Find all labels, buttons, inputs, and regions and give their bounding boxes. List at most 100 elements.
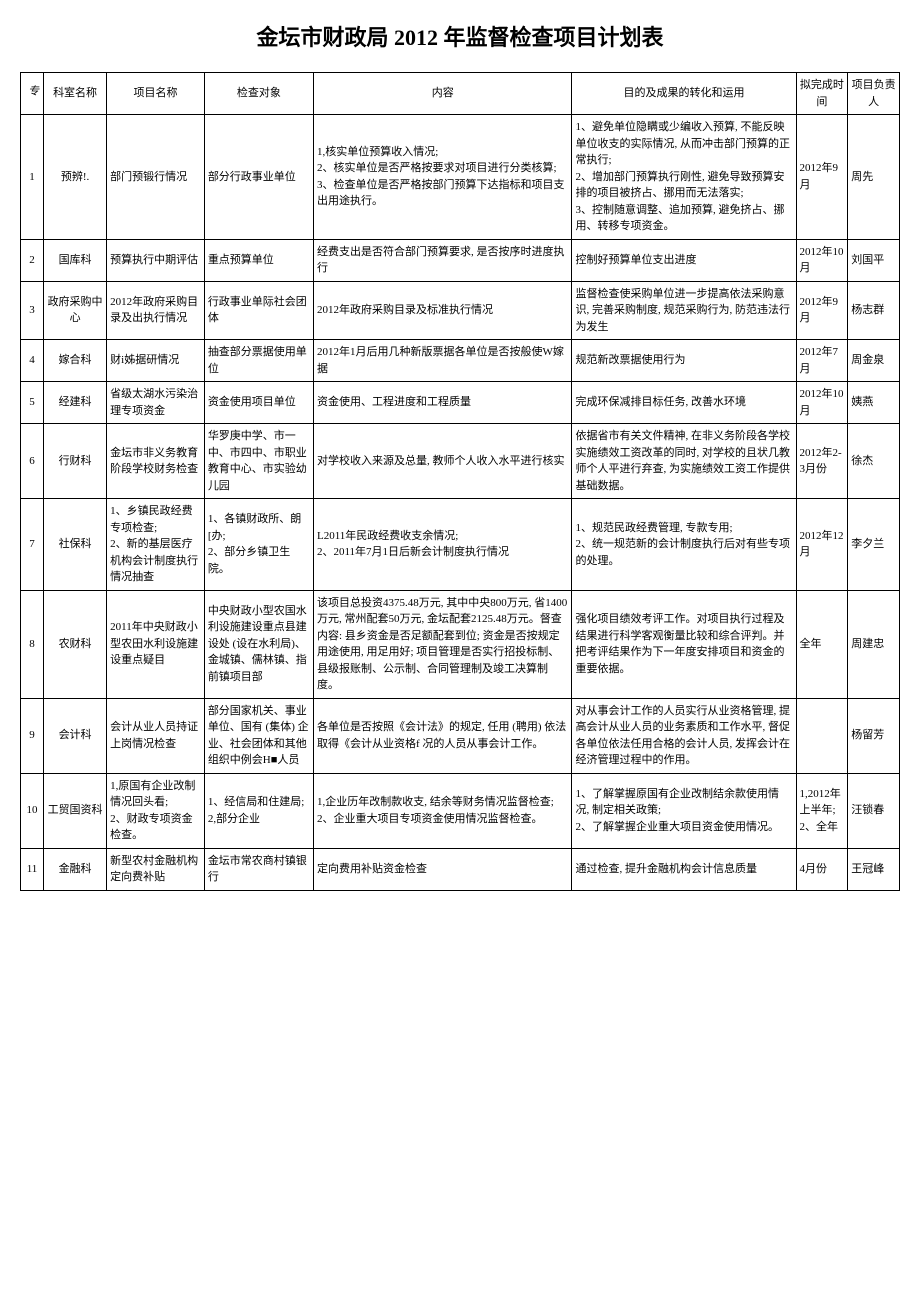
cell-time: 2012年10月 [796, 382, 848, 424]
cell-purpose: 对从事会计工作的人员实行从业资格管理, 提高会计从业人员的业务素质和工作水平, … [572, 698, 796, 773]
cell-person: 刘国平 [848, 239, 900, 281]
cell-target: 行政事业单际社会团体 [204, 281, 313, 340]
cell-purpose: 完成环保减排目标任务, 改善水环境 [572, 382, 796, 424]
cell-dept: 会计科 [43, 698, 106, 773]
cell-time: 4月份 [796, 848, 848, 890]
cell-no: 11 [21, 848, 44, 890]
cell-content: 1,企业历年改制款收支, 结余等财务情况监督检查;2、企业重大项目专项资金使用情… [313, 773, 572, 848]
cell-no: 3 [21, 281, 44, 340]
cell-target: 抽查部分票据使用单位 [204, 340, 313, 382]
cell-time: 2012年10月 [796, 239, 848, 281]
cell-target: 金坛市常农商村镇银行 [204, 848, 313, 890]
cell-person: 汪锁春 [848, 773, 900, 848]
cell-target: 资金使用项目单位 [204, 382, 313, 424]
cell-content: 2012年政府采购目录及标准执行情况 [313, 281, 572, 340]
cell-target: 1、经信局和住建局;2,部分企业 [204, 773, 313, 848]
table-row: 1预辨!.部门预锻行情况部分行政事业单位1,核实单位预算收入情况;2、核实单位是… [21, 115, 900, 240]
table-header-row: 专 科室名称 项目名称 检查对象 内容 目的及成果的转化和运用 拟完成时间 项目… [21, 73, 900, 115]
cell-target: 重点预算单位 [204, 239, 313, 281]
cell-target: 华罗庚中学、市一中、市四中、市职业教育中心、市实验幼儿园 [204, 424, 313, 499]
cell-proj: 1,原国有企业改制情况回头看;2、财政专项资金检查。 [107, 773, 205, 848]
cell-content: 各单位是否按照《会计法》的规定, 任用 (聘用) 依法取得《会计从业资格f 况的… [313, 698, 572, 773]
table-row: 5经建科省级太湖水污染治理专项资金资金使用项目单位资金使用、工程进度和工程质量完… [21, 382, 900, 424]
cell-purpose: 1、避免单位隐瞒或少编收入预算, 不能反映单位收支的实际情况, 从而冲击部门预算… [572, 115, 796, 240]
header-target: 检查对象 [204, 73, 313, 115]
header-person: 项目负责人 [848, 73, 900, 115]
cell-person: 周金泉 [848, 340, 900, 382]
cell-proj: 财i姊据研情况 [107, 340, 205, 382]
cell-content: 定向费用补贴资金检查 [313, 848, 572, 890]
table-row: 8农财科2011年中央财政小型农田水利设施建设重点疑目中央财政小型农国水利设施建… [21, 590, 900, 698]
cell-purpose: 监督检查使采购单位进一步提高依法采购意识, 完善采购制度, 规范采购行为, 防范… [572, 281, 796, 340]
cell-purpose: 依据省市有关文件精神, 在非义务阶段各学校实施绩效工资改革的同时, 对学校的且状… [572, 424, 796, 499]
cell-dept: 经建科 [43, 382, 106, 424]
cell-content: 2012年1月后用几种新版票据各单位是否按般使W嫁据 [313, 340, 572, 382]
cell-purpose: 规范新改票据使用行为 [572, 340, 796, 382]
cell-dept: 预辨!. [43, 115, 106, 240]
cell-person: 徐杰 [848, 424, 900, 499]
page-title: 金坛市财政局 2012 年监督检查项目计划表 [20, 20, 900, 52]
cell-content: 经费支出是否符合部门预算要求, 是否按序时进度执行 [313, 239, 572, 281]
cell-content: 资金使用、工程进度和工程质量 [313, 382, 572, 424]
cell-person: 周建忠 [848, 590, 900, 698]
cell-no: 1 [21, 115, 44, 240]
cell-time: 1,2012年上半年;2、全年 [796, 773, 848, 848]
table-row: 3政府采购中心2012年政府采购目录及出执行情况行政事业单际社会团体2012年政… [21, 281, 900, 340]
table-row: 2国库科预算执行中期评估重点预算单位经费支出是否符合部门预算要求, 是否按序时进… [21, 239, 900, 281]
table-row: 11金融科新型农村金融机构定向费补贴金坛市常农商村镇银行定向费用补贴资金检查通过… [21, 848, 900, 890]
cell-person: 姨燕 [848, 382, 900, 424]
cell-person: 王冠峰 [848, 848, 900, 890]
cell-purpose: 1、规范民政经费管理, 专款专用;2、统一规范新的会计制度执行后对有些专项的处理… [572, 499, 796, 591]
cell-time: 2012年9月 [796, 115, 848, 240]
cell-proj: 部门预锻行情况 [107, 115, 205, 240]
cell-no: 5 [21, 382, 44, 424]
cell-time: 2012年7月 [796, 340, 848, 382]
header-proj: 项目名称 [107, 73, 205, 115]
table-row: 10工贸国资科1,原国有企业改制情况回头看;2、财政专项资金检查。1、经信局和住… [21, 773, 900, 848]
cell-no: 8 [21, 590, 44, 698]
cell-dept: 政府采购中心 [43, 281, 106, 340]
cell-no: 2 [21, 239, 44, 281]
cell-content: 该项目总投资4375.48万元, 其中中央800万元, 省1400万元, 常州配… [313, 590, 572, 698]
cell-content: 1,核实单位预算收入情况;2、核实单位是否严格按要求对项目进行分类核算;3、检查… [313, 115, 572, 240]
cell-no: 9 [21, 698, 44, 773]
cell-target: 1、各镇财政所、朗[办;2、部分乡镇卫生院。 [204, 499, 313, 591]
table-row: 7社保科1、乡镇民政经费专项检查;2、新的基层医疗机构会计制度执行情况抽查1、各… [21, 499, 900, 591]
cell-dept: 工贸国资科 [43, 773, 106, 848]
cell-person: 杨留芳 [848, 698, 900, 773]
cell-no: 6 [21, 424, 44, 499]
cell-time [796, 698, 848, 773]
cell-person: 李夕兰 [848, 499, 900, 591]
cell-target: 部分国家机关、事业单位、国有 (集体) 企业、社会团体和其他组织中例会H■人员 [204, 698, 313, 773]
header-no: 专 [21, 73, 44, 115]
cell-no: 4 [21, 340, 44, 382]
cell-time: 2012年9月 [796, 281, 848, 340]
cell-dept: 嫁合科 [43, 340, 106, 382]
cell-no: 10 [21, 773, 44, 848]
cell-time: 2012年12月 [796, 499, 848, 591]
cell-proj: 金坛市非义务教育阶段学校财务检查 [107, 424, 205, 499]
cell-proj: 会计从业人员持证上岗情况检查 [107, 698, 205, 773]
header-purpose: 目的及成果的转化和运用 [572, 73, 796, 115]
cell-proj: 2011年中央财政小型农田水利设施建设重点疑目 [107, 590, 205, 698]
cell-no: 7 [21, 499, 44, 591]
cell-target: 中央财政小型农国水利设施建设重点县建设处 (设在水利局)、金城镇、儒林镇、指前镇… [204, 590, 313, 698]
cell-person: 周先 [848, 115, 900, 240]
plan-table: 专 科室名称 项目名称 检查对象 内容 目的及成果的转化和运用 拟完成时间 项目… [20, 72, 900, 891]
cell-purpose: 1、了解掌握原国有企业改制结余款使用情况, 制定相关政策;2、了解掌握企业重大项… [572, 773, 796, 848]
table-row: 9会计科会计从业人员持证上岗情况检查部分国家机关、事业单位、国有 (集体) 企业… [21, 698, 900, 773]
cell-target: 部分行政事业单位 [204, 115, 313, 240]
cell-purpose: 强化项目绩效考评工作。对项目执行过程及结果进行科学客观衡量比较和综合评判。并把考… [572, 590, 796, 698]
cell-dept: 国库科 [43, 239, 106, 281]
cell-purpose: 通过检查, 提升金融机构会计信息质量 [572, 848, 796, 890]
header-content: 内容 [313, 73, 572, 115]
cell-dept: 农财科 [43, 590, 106, 698]
header-time: 拟完成时间 [796, 73, 848, 115]
table-row: 6行财科金坛市非义务教育阶段学校财务检查华罗庚中学、市一中、市四中、市职业教育中… [21, 424, 900, 499]
header-dept: 科室名称 [43, 73, 106, 115]
cell-proj: 新型农村金融机构定向费补贴 [107, 848, 205, 890]
cell-dept: 社保科 [43, 499, 106, 591]
cell-dept: 行财科 [43, 424, 106, 499]
cell-time: 全年 [796, 590, 848, 698]
cell-time: 2012年2-3月份 [796, 424, 848, 499]
